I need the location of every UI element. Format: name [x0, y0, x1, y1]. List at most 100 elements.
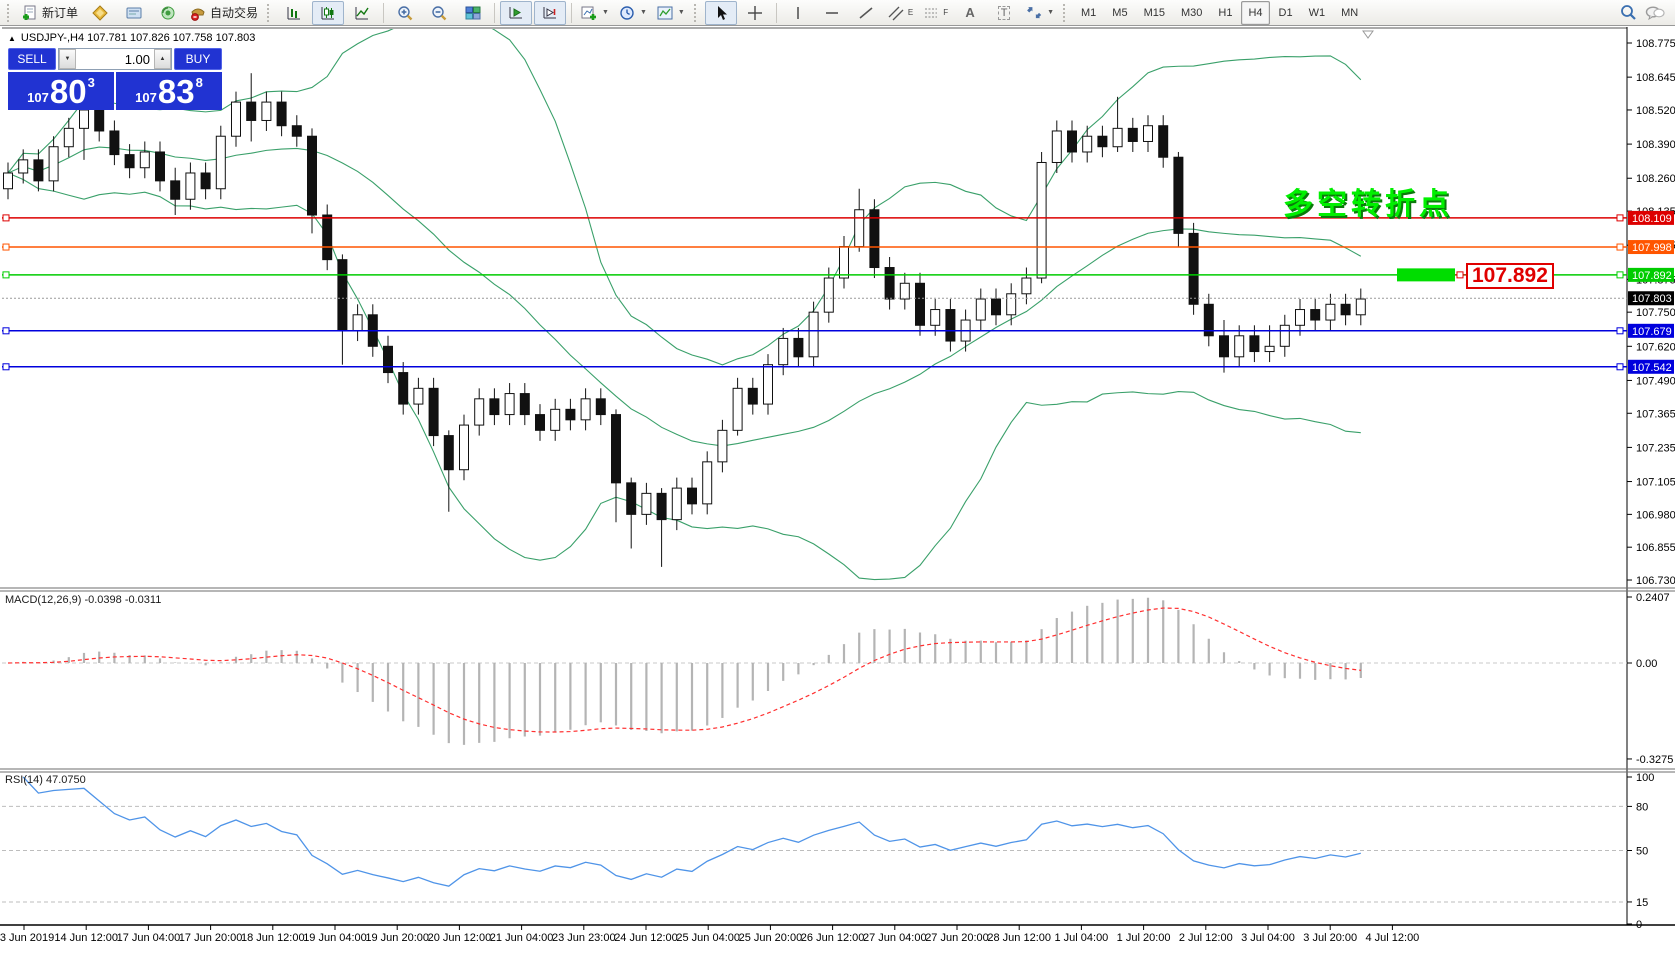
price-label-chip [1628, 267, 1674, 282]
buy-price-display[interactable]: 107 83 8 [116, 72, 222, 110]
price-callout-box[interactable]: 107.892 [1466, 263, 1554, 289]
price-label-text: 107.803 [1632, 293, 1672, 305]
tile-windows-button[interactable] [457, 1, 489, 25]
template-icon [657, 6, 673, 19]
timeframe-w1[interactable]: W1 [1308, 6, 1326, 19]
green-highlight-rectangle [1397, 268, 1455, 282]
price-axis-tick: 108.645 [1636, 72, 1675, 84]
timeframe-m5[interactable]: M5 [1112, 6, 1128, 19]
clock-icon [620, 5, 634, 20]
toolbar-grip [7, 3, 13, 22]
line-anchor-handle [1616, 243, 1624, 251]
text-tool-icon: A [965, 5, 975, 20]
sell-price-display[interactable]: 107 80 3 [8, 72, 114, 110]
time-axis-label: 14 Jun 12:00 [54, 932, 118, 944]
text-label-icon: T [997, 5, 1011, 20]
indicators-icon [581, 6, 597, 20]
chart-shift-button[interactable] [534, 0, 567, 25]
time-axis-label: 4 Jul 12:00 [1365, 932, 1419, 944]
volume-increase-button[interactable]: ▲ [154, 49, 171, 69]
buy-price-pips: 83 [157, 72, 195, 110]
line-anchor-handle [1616, 363, 1624, 371]
timeframe-m15[interactable]: M15 [1143, 6, 1165, 19]
bar-chart-button[interactable] [278, 1, 310, 25]
price-label-text: 108.109 [1632, 213, 1672, 225]
rsi-indicator-label: RSI(14) 47.0750 [5, 774, 86, 786]
zoom-in-button[interactable] [389, 1, 421, 25]
price-axis-tick: 107.235 [1636, 442, 1675, 454]
trendline-tool-button[interactable] [850, 1, 882, 25]
templates-menu-button[interactable]: ▼ [653, 1, 689, 25]
auto-trading-button[interactable]: 自动交易 [186, 1, 262, 25]
metaeditor-button[interactable] [84, 1, 116, 25]
time-axis-label: 19 Jun 20:00 [365, 932, 429, 944]
time-axis-label: 27 Jun 04:00 [863, 932, 927, 944]
time-axis-label: 28 Jun 12:00 [987, 932, 1051, 944]
macd-signal-line [7, 607, 1361, 733]
text-tool-button[interactable]: A [954, 1, 986, 25]
toolbar-separator [571, 2, 573, 23]
candles [3, 73, 1366, 567]
time-axis-label: 13 Jun 2019 [0, 932, 54, 944]
timeframe-h1[interactable]: H1 [1218, 6, 1233, 19]
channel-tool-button[interactable]: E [884, 1, 917, 25]
time-axis-label: 1 Jul 20:00 [1117, 932, 1171, 944]
zoom-in-icon [398, 5, 413, 20]
sell-price-pips: 80 [49, 72, 87, 110]
chart-shift-icon [543, 6, 557, 18]
arrows-menu-button[interactable]: ▼ [1022, 1, 1058, 25]
volume-decrease-button[interactable]: ▼ [59, 49, 76, 69]
line-anchor-handle [2, 214, 10, 222]
line-anchor-handle [1616, 271, 1624, 279]
symbol-ohlc-text: USDJPY-,H4 107.781 107.826 107.758 107.8… [20, 32, 256, 44]
price-label-chip [1628, 210, 1674, 225]
sell-button[interactable]: SELL [8, 48, 56, 70]
time-axis-label: 24 Jun 12:00 [614, 932, 678, 944]
price-axis-tick: 108.520 [1636, 105, 1675, 117]
volume-control: ▼ ▲ [58, 48, 172, 70]
equidistant-channel-icon [888, 6, 904, 20]
buy-button[interactable]: BUY [174, 48, 222, 70]
fibonacci-tool-button[interactable]: F [919, 1, 952, 25]
zoom-out-button[interactable] [423, 1, 455, 25]
cursor-tool-button[interactable] [704, 0, 737, 25]
text-label-tool-button[interactable]: T [988, 1, 1020, 25]
horizontal-line-icon [825, 11, 838, 14]
auto-trading-icon [191, 8, 205, 21]
periods-menu-button[interactable]: ▼ [615, 1, 651, 25]
price-axis-tick: 108.775 [1636, 38, 1675, 50]
crosshair-tool-button[interactable] [739, 1, 771, 25]
timeframe-h4[interactable]: H4 [1241, 0, 1270, 25]
time-axis-label: 2 Jul 12:00 [1179, 932, 1233, 944]
toolbar-grip [267, 3, 273, 22]
one-click-collapse-arrow[interactable]: ▲ [8, 33, 16, 43]
chart-canvas[interactable]: 108.775 108.645 108.520 108.390 108.260 108.1… [0, 27, 1675, 950]
metaeditor-icon [92, 4, 108, 21]
price-axis-tick: 106.855 [1636, 542, 1675, 554]
turning-point-annotation[interactable]: 多空转折点 [1283, 188, 1453, 221]
vertical-line-tool-button[interactable] [782, 1, 814, 25]
indicators-menu-button[interactable]: ▼ [577, 1, 613, 25]
symbol-info-bar: ▲ USDJPY-,H4 107.781 107.826 107.758 107… [8, 32, 255, 44]
auto-scroll-button[interactable] [500, 0, 533, 25]
price-axis-tick: 106.730 [1636, 575, 1675, 587]
candlestick-chart-button[interactable] [312, 0, 345, 25]
timeframe-m30[interactable]: M30 [1180, 6, 1203, 19]
time-axis-label: 23 Jun 23:00 [552, 932, 616, 944]
community-chat-icon[interactable] [1645, 5, 1665, 21]
new-order-button[interactable]: 新订单 [18, 1, 82, 25]
toolbar-separator [775, 2, 777, 23]
time-axis-label: 1 Jul 04:00 [1054, 932, 1108, 944]
volume-input[interactable] [76, 49, 154, 69]
horizontal-line-tool-button[interactable] [816, 1, 848, 25]
time-axis-label: 25 Jun 04:00 [676, 932, 740, 944]
timeframe-d1[interactable]: D1 [1278, 6, 1293, 19]
price-axis-tick: 108.260 [1636, 173, 1675, 185]
search-icon[interactable] [1620, 4, 1637, 21]
line-chart-button[interactable] [346, 1, 378, 25]
terminal-button[interactable] [118, 1, 150, 25]
timeframe-m1[interactable]: M1 [1081, 6, 1097, 19]
timeframe-mn[interactable]: MN [1341, 6, 1359, 19]
time-axis-label: 17 Jun 04:00 [117, 932, 181, 944]
connection-button[interactable] [152, 1, 184, 25]
